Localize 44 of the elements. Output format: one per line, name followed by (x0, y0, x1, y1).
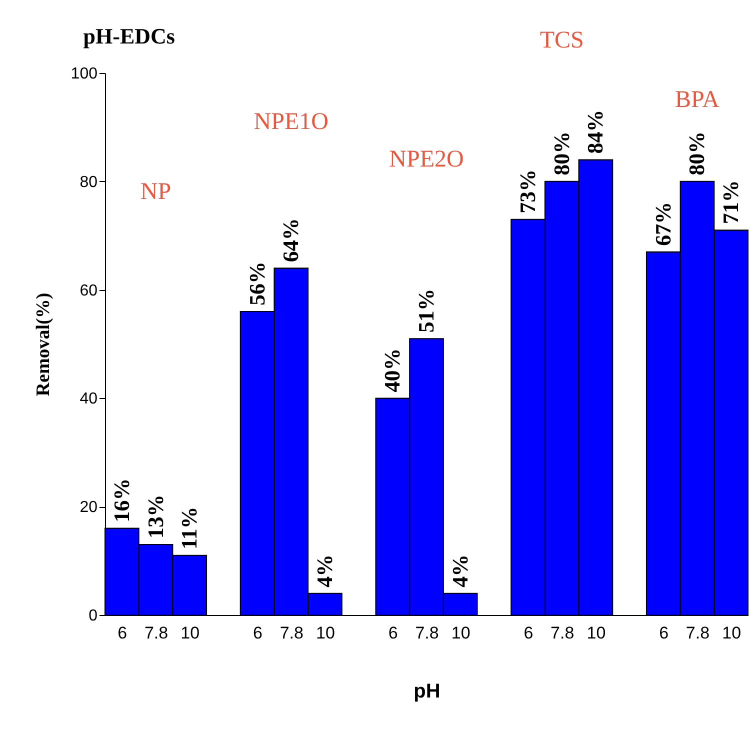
annotation: NP (140, 179, 172, 206)
x-tick-label: 7.8 (415, 624, 439, 642)
x-tick-label: 10 (316, 624, 335, 642)
data-label: 40% (380, 348, 405, 392)
x-tick-label: 10 (586, 624, 606, 642)
y-tick-label: 0 (88, 608, 98, 624)
chart-title: pH-EDCs (83, 23, 176, 48)
x-tick-label: 7.8 (280, 624, 304, 642)
y-tick-label: 80 (80, 174, 98, 191)
data-label: 51% (414, 288, 438, 333)
data-label: 4% (447, 554, 472, 588)
data-label: 67% (650, 202, 676, 246)
x-tick-label: 6 (118, 624, 128, 642)
x-tick-label: 7.8 (550, 624, 574, 642)
annotation: NPE2O (389, 146, 464, 173)
y-tick-label: 40 (80, 390, 98, 408)
x-tick-label: 10 (722, 624, 742, 642)
x-tick-label: 10 (180, 624, 200, 642)
y-axis-title: Removal(%) (32, 292, 54, 396)
x-tick-label: 6 (388, 624, 398, 642)
data-label: 13% (142, 494, 168, 539)
x-tick-label: 7.8 (144, 624, 168, 642)
data-label: 56% (244, 261, 270, 306)
data-label: 16% (108, 478, 134, 522)
y-tick-label: 20 (80, 499, 98, 516)
annotation: BPA (674, 87, 720, 114)
annotation: NPE1O (254, 108, 328, 135)
data-label: 84% (582, 110, 608, 154)
data-label: 80% (684, 131, 710, 176)
data-label: 80% (548, 131, 574, 176)
text: TCS (540, 27, 584, 54)
x-tick-label: 10 (451, 624, 470, 642)
y-tick-label: 60 (80, 282, 98, 300)
x-tick-label: 6 (524, 624, 534, 642)
y-tick-label: 100 (70, 66, 98, 82)
x-tick-label: 6 (659, 624, 669, 642)
x-tick-label: 7.8 (686, 624, 710, 642)
x-tick-label: 6 (253, 624, 263, 642)
data-label: 4% (312, 554, 337, 588)
x-axis-title: pH (414, 680, 440, 702)
data-label: 71% (718, 180, 744, 224)
data-label: 11% (176, 506, 202, 550)
data-label: 73% (515, 169, 540, 214)
data-label: 64% (278, 218, 304, 262)
